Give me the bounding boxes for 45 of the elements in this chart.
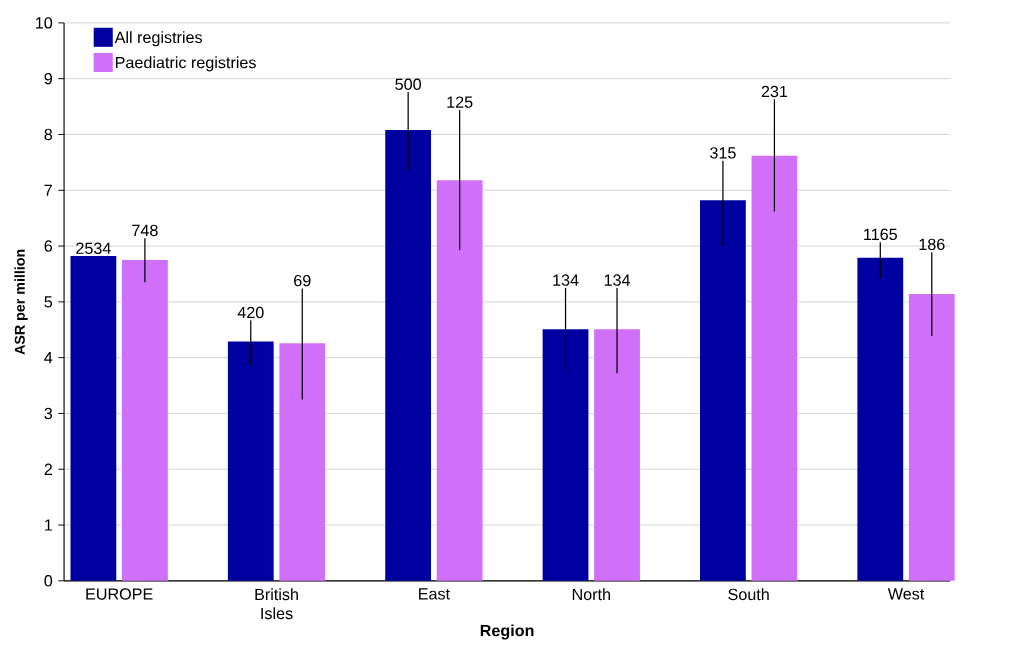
bar xyxy=(279,342,326,581)
bar xyxy=(857,257,904,581)
annotation: 125 xyxy=(447,96,473,108)
y-tick-label: 0 xyxy=(44,574,53,587)
y-tick-label: 1 xyxy=(45,519,52,531)
x-axis-title: Region xyxy=(480,624,534,640)
bar xyxy=(700,200,746,581)
y-tick-label: 9 xyxy=(44,72,53,85)
bar xyxy=(227,341,274,581)
y-tick-label: 6 xyxy=(44,240,53,252)
legend-label: Paediatric registries xyxy=(115,56,256,72)
y-tick-label: 2 xyxy=(44,463,52,475)
x-tick-label: British Isles xyxy=(255,588,298,619)
y-tick-label: 5 xyxy=(44,296,53,308)
bar xyxy=(385,129,432,581)
legend-label: All registries xyxy=(114,30,203,47)
bar xyxy=(751,155,798,581)
bar xyxy=(436,180,483,581)
x-tick-label: West xyxy=(887,588,925,600)
annotation: 186 xyxy=(919,238,945,250)
y-tick-label: 3 xyxy=(44,407,53,419)
y-tick-label: 8 xyxy=(44,128,53,140)
x-tick-label: EUROPE xyxy=(86,588,153,600)
bar xyxy=(542,328,589,581)
annotation: 69 xyxy=(294,274,311,287)
annotation: 231 xyxy=(761,85,788,98)
annotation: 2534 xyxy=(76,242,111,254)
annotation: 134 xyxy=(553,274,579,286)
annotation: 420 xyxy=(237,306,264,318)
annotation: 315 xyxy=(710,146,736,159)
x-tick-label: North xyxy=(572,588,610,600)
y-tick-label: 10 xyxy=(36,16,53,29)
bar xyxy=(70,255,117,581)
y-axis-title: ASR per million xyxy=(14,249,28,355)
bar xyxy=(908,293,955,581)
bar xyxy=(122,259,168,581)
y-tick-label: 7 xyxy=(44,184,52,196)
annotation: 748 xyxy=(132,224,158,236)
x-tick-label: South xyxy=(728,588,769,600)
annotation: 134 xyxy=(604,274,631,286)
bar xyxy=(594,328,640,581)
annotation: 1165 xyxy=(864,228,897,240)
annotation: 500 xyxy=(395,78,421,90)
x-tick-label: East xyxy=(419,588,450,600)
y-tick-label: 4 xyxy=(44,351,53,363)
